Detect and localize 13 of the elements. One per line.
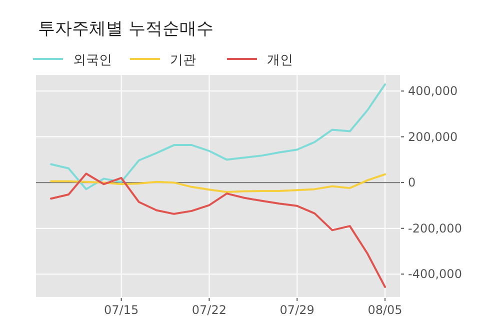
- x-tick-label: 07/15: [104, 303, 139, 317]
- y-tick-label: 400,000: [408, 84, 458, 98]
- y-tick-label: -400,000: [408, 267, 462, 282]
- y-tick-label: 0: [408, 176, 416, 190]
- x-tick-label: 07/22: [192, 303, 227, 317]
- y-tick-label: -200,000: [408, 221, 462, 236]
- chart-title: 투자주체별 누적순매수: [38, 19, 214, 39]
- legend-label: 기관: [170, 53, 196, 68]
- x-tick-label: 07/29: [280, 303, 314, 317]
- legend-label: 개인: [267, 53, 293, 68]
- x-tick-label: 08/05: [368, 303, 402, 317]
- y-tick-label: 200,000: [408, 130, 458, 144]
- legend-label: 외국인: [73, 53, 112, 68]
